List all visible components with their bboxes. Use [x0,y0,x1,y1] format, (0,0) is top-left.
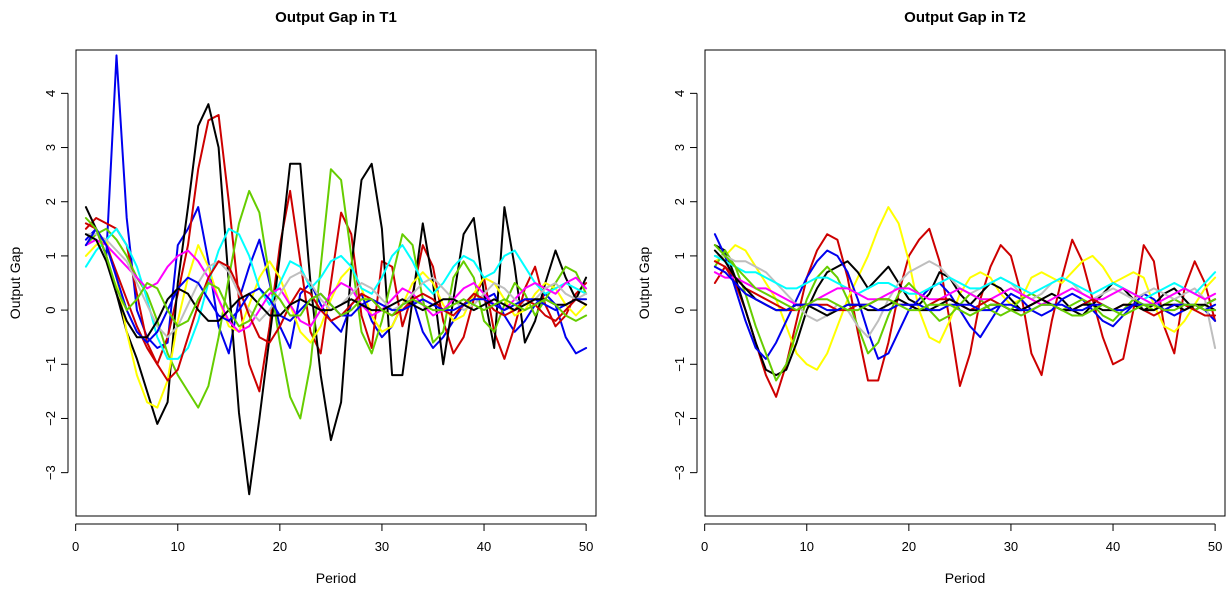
series-line-12 [84,217,588,328]
y-tick-label: −3 [672,465,687,480]
x-tick-label: 20 [273,539,287,554]
series-line-3 [84,103,588,496]
x-axis: 0 10 20 30 40 50 [72,523,593,554]
x-tick-label: 0 [72,539,79,554]
y-tick-label: −2 [672,411,687,426]
chart-title: Output Gap in T2 [904,9,1026,26]
x-tick-label: 0 [701,539,708,554]
x-axis: 0 10 20 30 40 50 [701,523,1222,554]
y-axis-label: Output Gap [636,247,652,320]
y-tick-label: 0 [43,306,58,313]
y-tick-label: 4 [43,90,58,97]
y-tick-label: −1 [672,357,687,372]
y-tick-label: 3 [43,144,58,151]
y-axis: −3 −2 −1 0 1 2 3 4 [43,90,69,480]
series-line-12 [713,244,1217,317]
x-axis-label: Period [316,570,356,586]
x-tick-label: 10 [171,539,185,554]
x-tick-label: 30 [375,539,389,554]
x-axis-label: Period [945,570,985,586]
series-line-6 [84,227,588,360]
series-line-11 [713,265,1217,312]
y-tick-label: −1 [43,357,58,372]
y-tick-label: 4 [672,90,687,97]
series-group [713,206,1217,398]
x-tick-label: 10 [800,539,814,554]
series-line-1 [713,227,1217,398]
panel-output-gap-t2: Output Gap in T2 Period Output Gap 0 10 20… [636,9,1226,586]
chart-title: Output Gap in T1 [275,9,397,26]
plot-frame [704,49,1226,517]
x-tick-label: 50 [1208,539,1222,554]
series-line-11 [84,233,588,339]
y-tick-label: 2 [672,198,687,205]
series-group [84,54,588,496]
y-tick-label: −2 [43,411,58,426]
series-line-2 [84,114,588,393]
plot-frame [75,49,597,517]
panel-output-gap-t1: Output Gap in T1 Period Output Gap 0 10 20… [7,9,597,586]
x-tick-label: 20 [902,539,916,554]
series-line-9 [84,222,588,382]
y-tick-label: 1 [43,252,58,259]
y-tick-label: 2 [43,198,58,205]
y-tick-label: 3 [672,144,687,151]
x-tick-label: 40 [477,539,491,554]
x-tick-label: 40 [1106,539,1120,554]
series-line-5 [713,249,1217,382]
x-tick-label: 50 [579,539,593,554]
y-tick-label: 1 [672,252,687,259]
y-axis: −3 −2 −1 0 1 2 3 4 [672,90,698,480]
y-tick-label: 0 [672,306,687,313]
x-tick-label: 30 [1004,539,1018,554]
y-axis-label: Output Gap [7,247,23,320]
y-tick-label: −3 [43,465,58,480]
